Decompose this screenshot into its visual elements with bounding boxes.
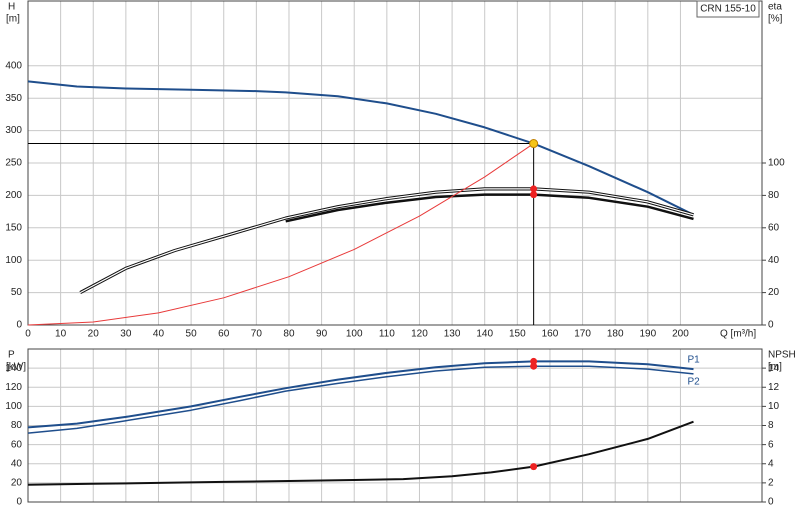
y2-tick-label: 8 <box>768 420 774 431</box>
series-line <box>285 193 694 223</box>
y-tick-label: 80 <box>11 420 23 431</box>
plot-frame <box>27 0 763 326</box>
y2-tick-label: 2 <box>768 478 774 489</box>
x-tick-label: 80 <box>283 329 295 340</box>
y2-tick-label: 100 <box>768 158 785 169</box>
x-tick-label: 150 <box>509 329 526 340</box>
x-tick-label: 20 <box>88 329 100 340</box>
y-tick-label: 100 <box>5 255 22 266</box>
y2-tick-label: 6 <box>768 439 774 450</box>
y2-tick-label: 0 <box>768 497 774 508</box>
y2-tick-label: 12 <box>768 382 780 393</box>
marker <box>530 362 538 370</box>
series-label: P2 <box>687 377 700 388</box>
y-tick-label: 0 <box>16 497 22 508</box>
y2-axis-unit: [m] <box>768 362 782 373</box>
x-tick-label: 160 <box>542 329 559 340</box>
x-tick-label: 90 <box>316 329 328 340</box>
y2-axis-unit: [%] <box>768 14 783 25</box>
series-line-inner <box>79 188 694 294</box>
y-tick-label: 60 <box>11 439 23 450</box>
y2-tick-label: 14 <box>768 363 780 374</box>
y2-tick-label: 80 <box>768 190 780 201</box>
y-tick-label: 300 <box>5 125 22 136</box>
marker <box>530 185 538 193</box>
y-tick-label: 20 <box>11 478 23 489</box>
x-tick-label: 100 <box>346 329 363 340</box>
series-line <box>27 420 694 486</box>
x-tick-label: 190 <box>639 329 656 340</box>
y-tick-label: 0 <box>16 320 22 331</box>
x-tick-label: 170 <box>574 329 591 340</box>
y2-axis-label: NPSH <box>768 350 796 361</box>
series-line <box>27 143 534 326</box>
series-line <box>27 80 694 216</box>
x-tick-label: 180 <box>607 329 624 340</box>
y-axis-unit: [kW] <box>6 362 26 373</box>
y-tick-label: 120 <box>5 382 22 393</box>
y-tick-label: 400 <box>5 60 22 71</box>
x-tick-label: 70 <box>251 329 263 340</box>
y2-axis-label: eta <box>768 2 782 13</box>
annotation: CRN 155-10 <box>700 4 756 15</box>
x-tick-label: 140 <box>476 329 493 340</box>
x-tick-label: 30 <box>120 329 132 340</box>
y-tick-label: 100 <box>5 401 22 412</box>
annotation-box <box>696 0 760 18</box>
series-line <box>27 360 694 429</box>
y2-tick-label: 40 <box>768 255 780 266</box>
y2-tick-label: 60 <box>768 222 780 233</box>
x-tick-label: 60 <box>218 329 230 340</box>
series-line <box>27 365 694 434</box>
y-tick-label: 40 <box>11 458 23 469</box>
x-tick-label: 0 <box>25 329 31 340</box>
y2-tick-label: 20 <box>768 287 780 298</box>
marker <box>530 357 538 365</box>
y-axis-label: H <box>8 2 15 13</box>
y-tick-label: 200 <box>5 190 22 201</box>
y-axis-label: P <box>8 350 15 361</box>
x-tick-label: 120 <box>411 329 428 340</box>
x-tick-label: 200 <box>672 329 689 340</box>
y2-tick-label: 0 <box>768 320 774 331</box>
y-tick-label: 150 <box>5 222 22 233</box>
y-axis-unit: [m] <box>6 14 20 25</box>
y-tick-label: 350 <box>5 93 22 104</box>
y2-tick-label: 10 <box>768 401 780 412</box>
y-tick-label: 250 <box>5 158 22 169</box>
x-tick-label: 50 <box>186 329 198 340</box>
x-axis-label: Q [m³/h] <box>720 329 756 340</box>
plot-frame <box>27 348 763 503</box>
y2-tick-label: 4 <box>768 458 774 469</box>
series-label: P1 <box>687 355 700 366</box>
x-tick-label: 110 <box>379 329 395 340</box>
marker <box>530 463 538 471</box>
y-tick-label: 50 <box>11 287 23 298</box>
duty-point <box>529 139 539 149</box>
marker <box>530 191 538 199</box>
x-tick-label: 130 <box>444 329 461 340</box>
x-tick-label: 40 <box>153 329 165 340</box>
x-tick-label: 10 <box>55 329 67 340</box>
y-tick-label: 140 <box>5 363 22 374</box>
